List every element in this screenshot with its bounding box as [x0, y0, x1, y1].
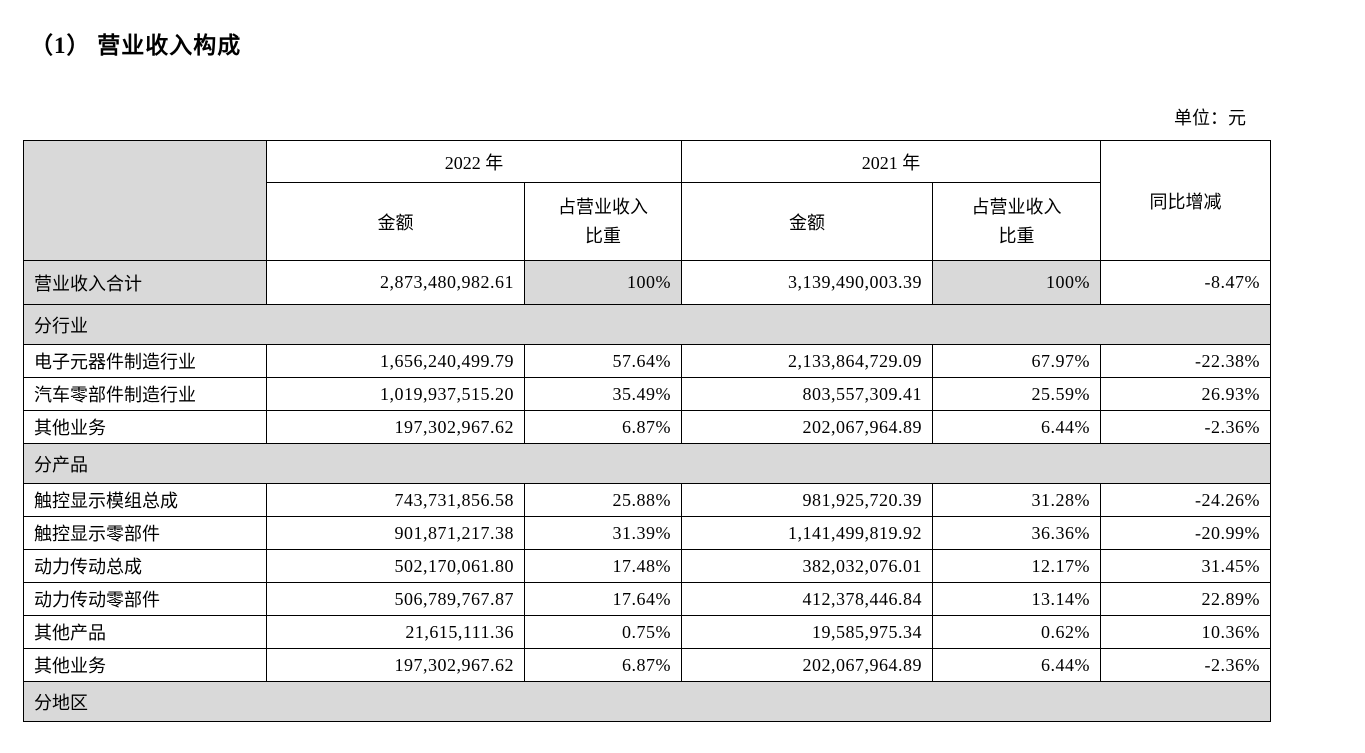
- total-row: 营业收入合计 2,873,480,982.61 100% 3,139,490,0…: [23, 260, 1271, 305]
- amount-2021: 3,139,490,003.39: [681, 260, 933, 305]
- amount-2022: 1,019,937,515.20: [266, 377, 525, 411]
- share-2021: 100%: [932, 260, 1101, 305]
- row-label: 动力传动总成: [23, 549, 267, 583]
- amount-2021: 1,141,499,819.92: [681, 516, 933, 550]
- section-row: 分产品: [23, 443, 1271, 484]
- share-2021: 6.44%: [932, 410, 1101, 444]
- table-row: 动力传动总成 502,170,061.80 17.48% 382,032,076…: [23, 549, 1271, 583]
- amount-2022: 1,656,240,499.79: [266, 344, 525, 378]
- row-label: 其他业务: [23, 648, 267, 682]
- share-2022: 57.64%: [524, 344, 682, 378]
- table-row: 电子元器件制造行业 1,656,240,499.79 57.64% 2,133,…: [23, 344, 1271, 378]
- yoy-change: 26.93%: [1100, 377, 1271, 411]
- share-header-line1: 占营业收入: [558, 196, 648, 217]
- row-label: 触控显示零部件: [23, 516, 267, 550]
- share-2022: 6.87%: [524, 648, 682, 682]
- amount-2021: 981,925,720.39: [681, 483, 933, 517]
- yoy-change: 31.45%: [1100, 549, 1271, 583]
- amount-2021: 412,378,446.84: [681, 582, 933, 616]
- amount-2022-header: 金额: [266, 182, 525, 261]
- share-2021-header: 占营业收入 比重: [932, 182, 1101, 261]
- share-2021: 31.28%: [932, 483, 1101, 517]
- share-2022: 0.75%: [524, 615, 682, 649]
- yoy-change: -22.38%: [1100, 344, 1271, 378]
- row-label: 动力传动零部件: [23, 582, 267, 616]
- amount-2021: 382,032,076.01: [681, 549, 933, 583]
- share-header-line1: 占营业收入: [971, 196, 1062, 217]
- yoy-change: 10.36%: [1100, 615, 1271, 649]
- share-2022: 31.39%: [524, 516, 682, 550]
- share-2021: 12.17%: [932, 549, 1101, 583]
- table-row: 触控显示零部件 901,871,217.38 31.39% 1,141,499,…: [23, 516, 1271, 550]
- table-row: 其他业务 197,302,967.62 6.87% 202,067,964.89…: [23, 648, 1271, 682]
- amount-2022: 743,731,856.58: [266, 483, 525, 517]
- corner-cell: [23, 140, 267, 261]
- share-2021: 36.36%: [932, 516, 1101, 550]
- share-2021: 13.14%: [932, 582, 1101, 616]
- year-2022-header: 2022 年: [266, 140, 682, 183]
- share-2022: 6.87%: [524, 410, 682, 444]
- amount-2022: 197,302,967.62: [266, 410, 525, 444]
- amount-2022: 197,302,967.62: [266, 648, 525, 682]
- page-title: （1） 营业收入构成: [30, 33, 242, 58]
- table-row: 触控显示模组总成 743,731,856.58 25.88% 981,925,7…: [23, 483, 1271, 517]
- share-2021: 67.97%: [932, 344, 1101, 378]
- section-row: 分行业: [23, 304, 1271, 345]
- amount-2021: 202,067,964.89: [681, 410, 933, 444]
- share-2022: 35.49%: [524, 377, 682, 411]
- amount-2021: 202,067,964.89: [681, 648, 933, 682]
- amount-2022: 506,789,767.87: [266, 582, 525, 616]
- header-row-metrics: 金额 占营业收入 比重 金额 占营业收入 比重: [24, 182, 1271, 261]
- section-label: 分地区: [23, 681, 1271, 722]
- share-2022: 17.48%: [524, 549, 682, 583]
- share-2022: 25.88%: [524, 483, 682, 517]
- amount-2021: 803,557,309.41: [681, 377, 933, 411]
- year-2021-header: 2021 年: [681, 140, 1101, 183]
- yoy-change: -20.99%: [1100, 516, 1271, 550]
- unit-label: 单位：元: [1174, 108, 1246, 128]
- share-2022: 100%: [524, 260, 682, 305]
- yoy-header: 同比增减: [1100, 140, 1271, 261]
- row-label: 其他业务: [23, 410, 267, 444]
- amount-2022: 502,170,061.80: [266, 549, 525, 583]
- row-label: 其他产品: [23, 615, 267, 649]
- share-2021: 6.44%: [932, 648, 1101, 682]
- row-label: 营业收入合计: [23, 260, 267, 305]
- yoy-change: -2.36%: [1100, 648, 1271, 682]
- table-row: 其他业务 197,302,967.62 6.87% 202,067,964.89…: [23, 410, 1271, 444]
- share-2022-header: 占营业收入 比重: [524, 182, 682, 261]
- yoy-change: -2.36%: [1100, 410, 1271, 444]
- row-label: 电子元器件制造行业: [23, 344, 267, 378]
- yoy-change: -8.47%: [1100, 260, 1271, 305]
- table-row: 汽车零部件制造行业 1,019,937,515.20 35.49% 803,55…: [23, 377, 1271, 411]
- amount-2022: 21,615,111.36: [266, 615, 525, 649]
- amount-2021: 19,585,975.34: [681, 615, 933, 649]
- yoy-change: -24.26%: [1100, 483, 1271, 517]
- section-label: 分产品: [23, 443, 1271, 484]
- header-row-years: 2022 年 2021 年 同比增减: [23, 140, 1271, 261]
- share-2022: 17.64%: [524, 582, 682, 616]
- yoy-change: 22.89%: [1100, 582, 1271, 616]
- amount-2022: 901,871,217.38: [266, 516, 525, 550]
- section-label: 分行业: [23, 304, 1271, 345]
- section-row: 分地区: [23, 681, 1271, 722]
- amount-2021-header: 金额: [681, 182, 933, 261]
- table-row: 动力传动零部件 506,789,767.87 17.64% 412,378,44…: [23, 582, 1271, 616]
- amount-2021: 2,133,864,729.09: [681, 344, 933, 378]
- row-label: 汽车零部件制造行业: [23, 377, 267, 411]
- amount-2022: 2,873,480,982.61: [266, 260, 525, 305]
- share-header-line2: 比重: [585, 225, 621, 246]
- row-label: 触控显示模组总成: [23, 483, 267, 517]
- share-2021: 0.62%: [932, 615, 1101, 649]
- share-2021: 25.59%: [932, 377, 1101, 411]
- share-header-line2: 比重: [998, 225, 1035, 246]
- table-row: 其他产品 21,615,111.36 0.75% 19,585,975.34 0…: [23, 615, 1271, 649]
- revenue-composition-table: 2022 年 2021 年 同比增减 金额 占营业收入 比重 金额 占营业收入 …: [23, 140, 1271, 722]
